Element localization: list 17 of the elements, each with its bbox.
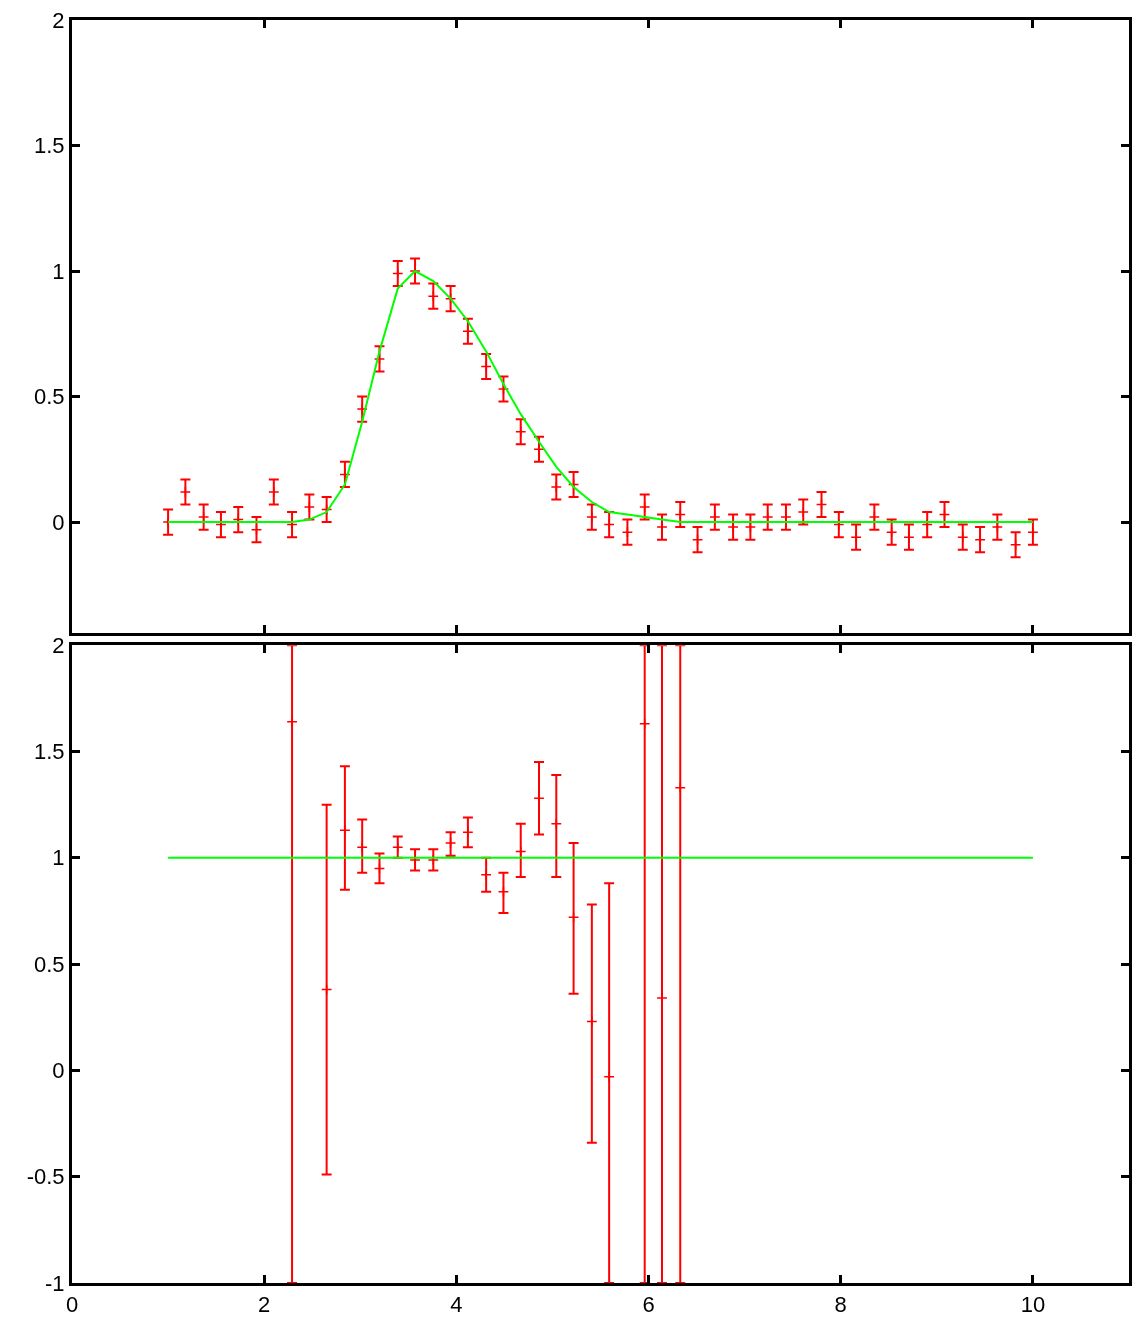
x-tick-label: 10 — [1020, 1292, 1046, 1318]
y-tick-label: 2 — [52, 7, 65, 33]
y-tick-label: 1 — [52, 845, 65, 871]
y-tick-label: 0 — [52, 509, 65, 535]
y-tick-label: 1 — [52, 258, 65, 284]
y-tick-label: 0 — [52, 1058, 65, 1084]
y-tick-label: 2 — [52, 632, 65, 658]
x-tick-label: 6 — [642, 1292, 655, 1318]
y-tick-label: 1.5 — [34, 739, 65, 765]
x-tick-label: 8 — [834, 1292, 847, 1318]
y-tick-label: 0.5 — [34, 951, 65, 977]
x-tick-label: 4 — [450, 1292, 463, 1318]
y-tick-label: -1 — [45, 1270, 65, 1296]
y-tick-label: -0.5 — [26, 1164, 65, 1190]
y-tick-label: 1.5 — [34, 133, 65, 159]
x-tick-label: 2 — [258, 1292, 271, 1318]
y-tick-label: 0.5 — [34, 384, 65, 410]
